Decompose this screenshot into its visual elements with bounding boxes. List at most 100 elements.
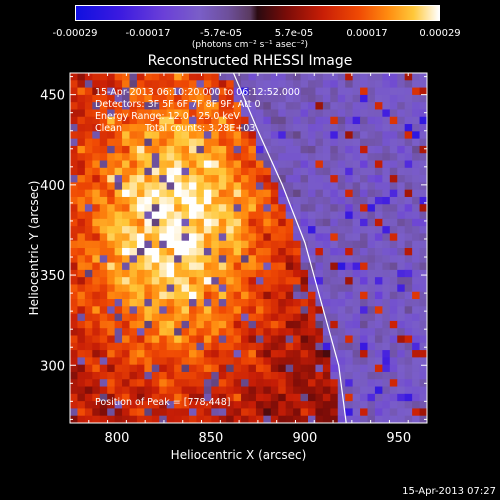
heatmap-cell — [322, 415, 331, 423]
heatmap-cell — [241, 80, 250, 89]
heatmap-cell — [270, 357, 279, 366]
heatmap-cell — [374, 320, 383, 329]
heatmap-cell — [293, 248, 302, 256]
heatmap-cell — [382, 102, 391, 111]
colorbar-tick-label: -5.7e-05 — [200, 28, 242, 39]
heatmap-cell — [166, 262, 175, 271]
heatmap-cell — [300, 233, 309, 242]
heatmap-cell — [181, 408, 190, 417]
heatmap-cell — [189, 284, 198, 293]
heatmap-cell — [136, 299, 145, 307]
heatmap-cell — [181, 415, 190, 423]
heatmap-cell — [270, 262, 279, 271]
heatmap-cell — [77, 175, 86, 183]
heatmap-cell — [151, 109, 160, 118]
heatmap-cell — [226, 204, 235, 213]
heatmap-cell — [278, 335, 287, 344]
heatmap-cell — [174, 233, 183, 242]
heatmap-cell — [233, 401, 242, 410]
heatmap-cell — [419, 138, 427, 147]
heatmap-cell — [248, 335, 257, 344]
heatmap-cell — [315, 102, 324, 111]
heatmap-cell — [248, 240, 257, 249]
heatmap-cell — [419, 328, 427, 337]
heatmap-cell — [248, 131, 257, 140]
heatmap-cell — [129, 189, 138, 198]
heatmap-cell — [270, 196, 279, 205]
heatmap-cell — [337, 364, 346, 373]
heatmap-cell — [248, 204, 257, 213]
heatmap-cell — [404, 211, 413, 220]
heatmap-cell — [389, 109, 398, 118]
heatmap-cell — [412, 182, 421, 191]
heatmap-cell — [181, 393, 190, 402]
heatmap-cell — [300, 80, 309, 89]
heatmap-cell — [337, 408, 346, 417]
heatmap-cell — [360, 357, 369, 366]
heatmap-cell — [136, 379, 145, 388]
heatmap-cell — [255, 204, 264, 213]
heatmap-cell — [122, 350, 131, 358]
heatmap-cell — [159, 408, 168, 417]
heatmap-cell — [114, 204, 123, 213]
heatmap-cell — [278, 364, 287, 373]
heatmap-cell — [255, 320, 264, 329]
heatmap-cell — [255, 153, 264, 162]
heatmap-cell — [84, 116, 93, 125]
heatmap-cell — [322, 291, 331, 300]
heatmap-cell — [255, 393, 264, 402]
heatmap-cell — [367, 320, 376, 329]
heatmap-cell — [412, 124, 421, 132]
heatmap-cell — [136, 291, 145, 300]
heatmap-cell — [293, 189, 302, 198]
colorbar-tick-label: -0.00029 — [52, 28, 98, 39]
heatmap-cell — [367, 94, 376, 103]
heatmap-cell — [107, 218, 116, 227]
heatmap-cell — [107, 189, 116, 198]
heatmap-cell — [92, 240, 101, 249]
heatmap-cell — [374, 328, 383, 337]
heatmap-cell — [345, 255, 354, 264]
heatmap-cell — [92, 248, 101, 256]
heatmap-cell — [330, 189, 339, 198]
heatmap-cell — [352, 124, 361, 132]
heatmap-cell — [241, 124, 250, 132]
heatmap-cell — [136, 320, 145, 329]
heatmap-cell — [367, 153, 376, 162]
heatmap-cell — [136, 328, 145, 337]
heatmap-cell — [397, 277, 406, 286]
heatmap-cell — [345, 262, 354, 271]
heatmap-cell — [174, 131, 183, 140]
heatmap-cell — [382, 379, 391, 388]
heatmap-cell — [352, 204, 361, 213]
heatmap-cell — [211, 379, 220, 388]
heatmap-cell — [144, 335, 153, 344]
heatmap-cell — [382, 335, 391, 344]
heatmap-cell — [92, 153, 101, 162]
heatmap-cell — [92, 262, 101, 271]
heatmap-cell — [114, 189, 123, 198]
heatmap-cell — [77, 248, 86, 256]
heatmap-cell — [322, 80, 331, 89]
heatmap-cell — [322, 255, 331, 264]
heatmap-cell — [107, 160, 116, 169]
heatmap-cell — [263, 240, 272, 249]
heatmap-cell — [122, 248, 131, 256]
heatmap-cell — [99, 102, 108, 111]
heatmap-cell — [315, 175, 324, 183]
heatmap-cell — [374, 153, 383, 162]
heatmap-cell — [270, 408, 279, 417]
heatmap-cell — [345, 371, 354, 380]
heatmap-cell — [263, 204, 272, 213]
heatmap-cell — [419, 153, 427, 162]
heatmap-cell — [330, 109, 339, 118]
heatmap-cell — [263, 211, 272, 220]
heatmap-cell — [151, 189, 160, 198]
heatmap-cell — [136, 87, 145, 96]
heatmap-cell — [218, 269, 227, 278]
heatmap-cell — [174, 320, 183, 329]
heatmap-cell — [360, 226, 369, 235]
heatmap-cell — [300, 357, 309, 366]
heatmap-cell — [308, 240, 317, 249]
heatmap-cell — [263, 313, 272, 322]
